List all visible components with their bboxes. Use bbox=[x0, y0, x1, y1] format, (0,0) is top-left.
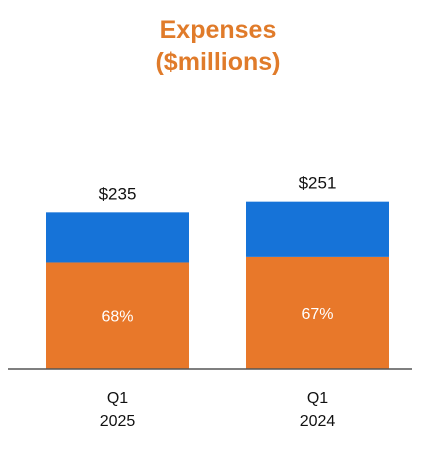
segment-label-0-cat-1: 67% bbox=[301, 306, 333, 323]
bars-group bbox=[46, 201, 389, 369]
bar-segment-0-cat-0 bbox=[46, 262, 189, 369]
chart-title-line-1: Expenses bbox=[160, 16, 277, 44]
total-label-cat-1: $251 bbox=[299, 174, 337, 193]
bar-segment-0-cat-1 bbox=[246, 256, 389, 369]
segment-label-0-cat-0: 68% bbox=[101, 309, 133, 326]
bar-segment-1-cat-0 bbox=[46, 212, 189, 263]
bar-segment-1-cat-1 bbox=[246, 201, 389, 257]
category-label-line1-cat-1: Q1 bbox=[307, 390, 328, 407]
total-label-cat-0: $235 bbox=[99, 184, 137, 203]
category-label-line2-cat-0: 2025 bbox=[100, 413, 136, 430]
labels-group: 68% $235 Q1 2025 67% $251 Q1 2024 bbox=[99, 174, 337, 430]
category-label-line1-cat-0: Q1 bbox=[107, 390, 128, 407]
chart-title-line-2: ($millions) bbox=[155, 48, 280, 76]
category-label-line2-cat-1: 2024 bbox=[300, 413, 336, 430]
